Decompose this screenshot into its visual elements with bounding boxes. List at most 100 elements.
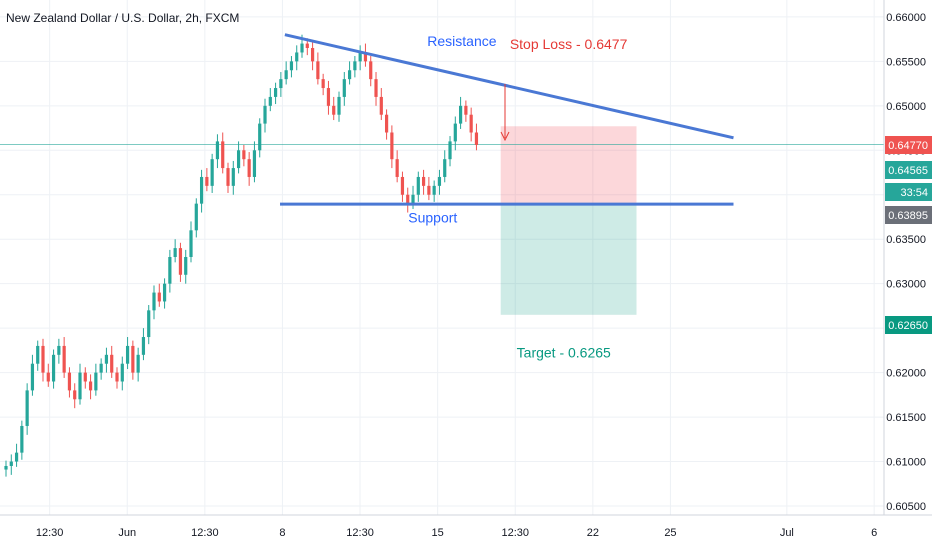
candle-body[interactable] <box>178 248 183 275</box>
candle[interactable] <box>295 45 299 71</box>
candle-body[interactable] <box>20 425 24 453</box>
candle-body[interactable] <box>205 176 209 186</box>
candle-body[interactable] <box>25 390 29 426</box>
candle[interactable] <box>469 107 473 142</box>
candle-body[interactable] <box>263 105 267 124</box>
candle-body[interactable] <box>379 96 383 115</box>
candle[interactable] <box>448 136 452 167</box>
candle-body[interactable] <box>141 337 146 355</box>
candle[interactable] <box>199 169 204 213</box>
candle-body[interactable] <box>157 292 161 302</box>
candle-body[interactable] <box>221 141 225 169</box>
candle[interactable] <box>221 132 225 174</box>
candle[interactable] <box>36 340 40 371</box>
candle-body[interactable] <box>78 372 82 400</box>
candle-body[interactable] <box>384 114 389 133</box>
candle-body[interactable] <box>284 70 288 80</box>
candle[interactable] <box>14 443 19 467</box>
candle[interactable] <box>363 43 368 67</box>
candle[interactable] <box>437 169 442 195</box>
candle-body[interactable] <box>289 61 294 71</box>
candle[interactable] <box>310 40 315 71</box>
candle-body[interactable] <box>310 48 315 62</box>
candle[interactable] <box>273 82 278 105</box>
time-axis[interactable]: 12:30 Jun 12:30 8 12:30 15 12:30 22 25 Jul 6 <box>36 527 877 539</box>
candle-body[interactable] <box>30 363 35 391</box>
candle[interactable] <box>51 349 56 389</box>
candle-body[interactable] <box>427 185 431 195</box>
candle-body[interactable] <box>332 105 336 115</box>
candle-body[interactable] <box>194 203 198 231</box>
candle-body[interactable] <box>347 70 352 80</box>
candle-body[interactable] <box>443 159 447 177</box>
candle-body[interactable] <box>358 52 362 62</box>
candle[interactable] <box>99 358 103 380</box>
candle[interactable] <box>67 367 72 398</box>
candle[interactable] <box>347 61 352 85</box>
candle-body[interactable] <box>152 292 156 311</box>
candle[interactable] <box>464 100 468 122</box>
candle[interactable] <box>231 160 235 195</box>
candle-body[interactable] <box>300 43 304 53</box>
candle-body[interactable] <box>9 461 13 466</box>
candle-body[interactable] <box>120 363 124 382</box>
candle[interactable] <box>421 169 426 195</box>
candle-body[interactable] <box>162 283 167 302</box>
candle[interactable] <box>342 72 346 106</box>
target-zone[interactable] <box>500 204 637 315</box>
candle-body[interactable] <box>458 105 463 124</box>
candle[interactable] <box>453 116 457 151</box>
candle-body[interactable] <box>273 88 278 97</box>
candle-body[interactable] <box>88 381 93 391</box>
candles[interactable] <box>4 34 479 477</box>
candle[interactable] <box>94 363 98 396</box>
candle[interactable] <box>141 328 146 361</box>
candle-body[interactable] <box>94 372 98 391</box>
candle[interactable] <box>83 367 87 389</box>
candle[interactable] <box>215 134 220 169</box>
candle-body[interactable] <box>337 96 341 115</box>
candle[interactable] <box>252 141 257 183</box>
candle-body[interactable] <box>136 354 140 373</box>
candle[interactable] <box>157 283 161 307</box>
candle[interactable] <box>57 338 61 364</box>
stop-loss-zone[interactable] <box>500 126 637 205</box>
candle[interactable] <box>406 187 410 213</box>
candle[interactable] <box>458 96 463 129</box>
candle[interactable] <box>25 383 29 435</box>
candle-body[interactable] <box>168 257 172 284</box>
candle-body[interactable] <box>369 61 373 80</box>
candle[interactable] <box>9 454 13 475</box>
candle[interactable] <box>125 337 130 370</box>
candle[interactable] <box>337 91 341 122</box>
candle-body[interactable] <box>247 159 251 177</box>
candle[interactable] <box>162 278 167 309</box>
candle-body[interactable] <box>395 159 399 177</box>
candle[interactable] <box>258 118 262 158</box>
candle-body[interactable] <box>353 61 357 71</box>
candle[interactable] <box>369 56 373 87</box>
candle-body[interactable] <box>110 354 114 373</box>
candle-body[interactable] <box>321 79 325 89</box>
candle[interactable] <box>189 221 193 263</box>
candle-body[interactable] <box>474 132 479 145</box>
candle[interactable] <box>131 340 135 380</box>
candle-body[interactable] <box>342 79 346 97</box>
candle-body[interactable] <box>36 345 40 364</box>
candle-body[interactable] <box>374 79 378 97</box>
candle-body[interactable] <box>453 123 457 142</box>
candle[interactable] <box>316 52 320 85</box>
candle[interactable] <box>115 367 119 389</box>
candle-body[interactable] <box>41 345 45 373</box>
candle[interactable] <box>104 347 109 373</box>
candle-body[interactable] <box>231 168 235 186</box>
candle[interactable] <box>384 109 389 140</box>
candle-body[interactable] <box>184 257 188 275</box>
candle[interactable] <box>284 61 288 85</box>
candle[interactable] <box>416 171 420 202</box>
candle[interactable] <box>62 337 66 378</box>
candle[interactable] <box>279 72 283 97</box>
candle[interactable] <box>395 150 399 183</box>
candle[interactable] <box>263 98 267 133</box>
candle[interactable] <box>184 249 188 284</box>
